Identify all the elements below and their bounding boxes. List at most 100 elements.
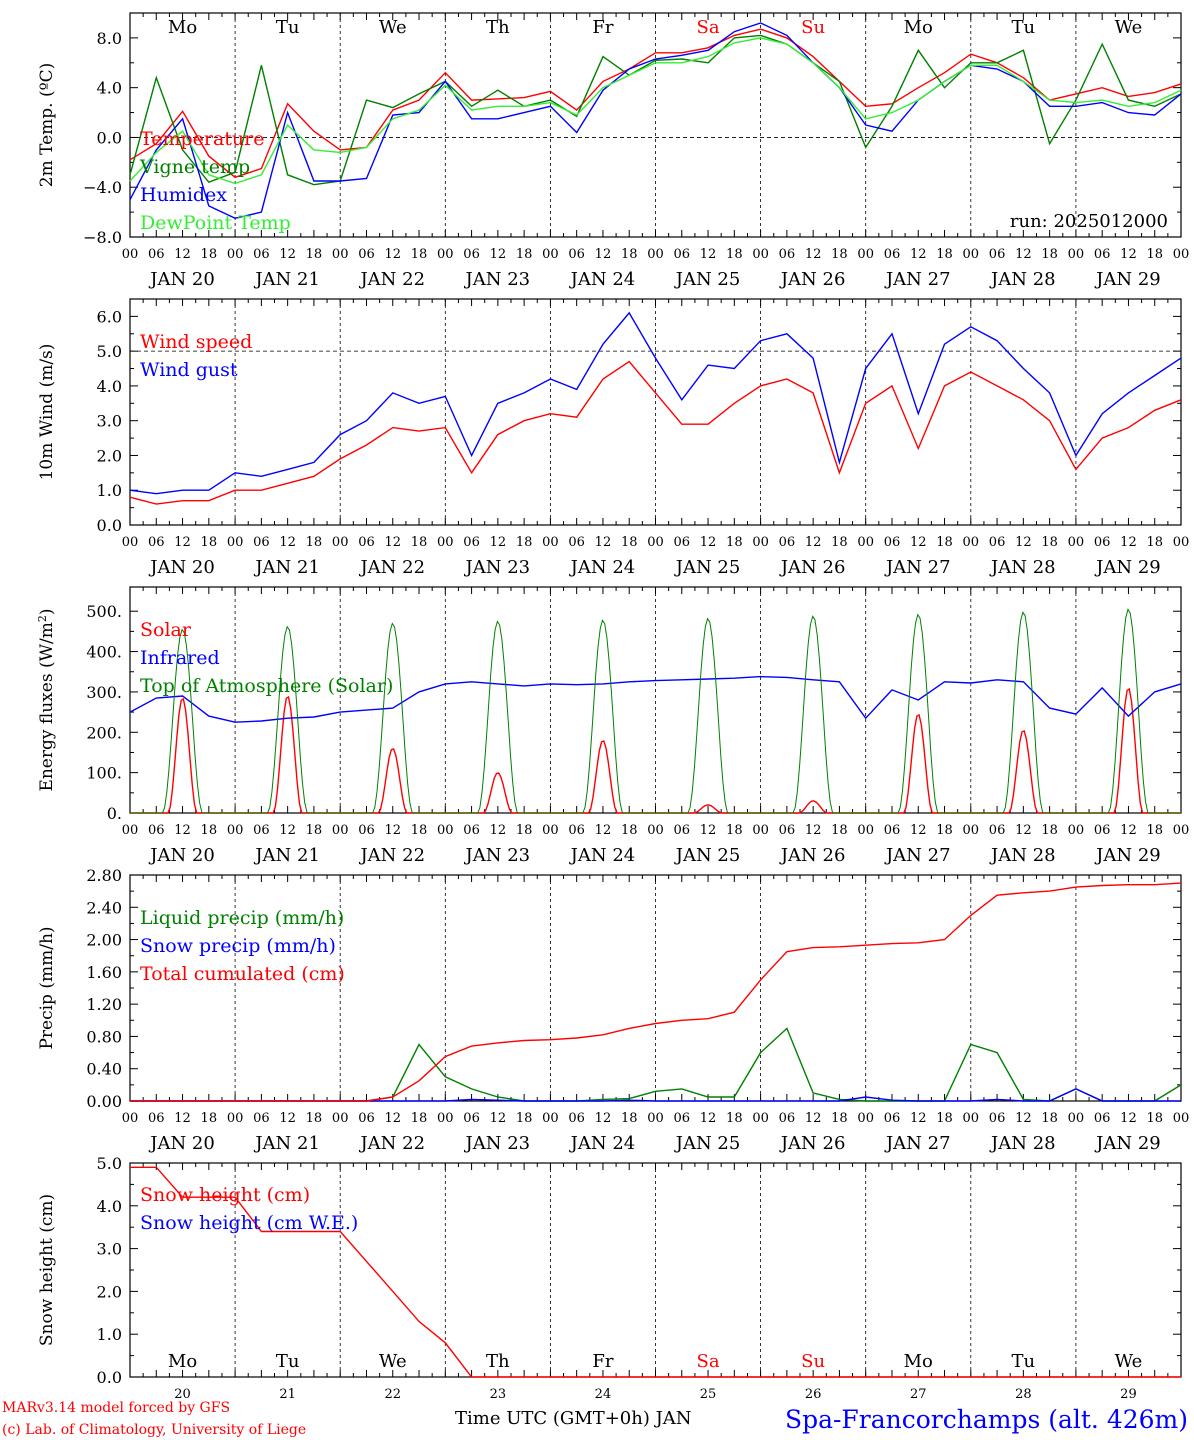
weekday-label: Mo	[904, 1351, 933, 1372]
hour-tick-label: 06	[779, 1111, 796, 1126]
hour-tick-label: 18	[516, 823, 533, 838]
y-tick-label: 8.0	[97, 29, 122, 48]
hour-tick-label: 18	[1041, 247, 1058, 262]
y-tick-label: 4.0	[97, 79, 122, 98]
y-tick-label: 4.0	[97, 377, 122, 396]
hour-tick-label: 18	[726, 1111, 743, 1126]
hour-tick-label: 06	[148, 1111, 165, 1126]
legend-entry-humidex: Humidex	[140, 184, 227, 206]
weekday-label: Sa	[697, 17, 720, 38]
date-label: JAN 20	[148, 1133, 215, 1154]
hour-tick-label: 00	[752, 535, 769, 550]
y-axis-label: Energy fluxes (W/m2)	[36, 608, 58, 791]
hour-tick-label: 06	[989, 535, 1006, 550]
date-label: JAN 27	[884, 269, 951, 290]
hour-tick-label: 12	[174, 535, 191, 550]
date-label: JAN 29	[1094, 845, 1161, 866]
date-label: JAN 21	[253, 845, 320, 866]
y-tick-label: 0.0	[97, 128, 122, 147]
hour-tick-label: 00	[1173, 535, 1190, 550]
day-number-label: 29	[1120, 1387, 1137, 1402]
hour-tick-label: 12	[1015, 823, 1032, 838]
series-line-top-of-atmosphere-solar-	[130, 608, 1181, 814]
hour-tick-label: 18	[621, 1111, 638, 1126]
legend-entry-infrared: Infrared	[140, 647, 220, 669]
date-label: JAN 22	[358, 269, 425, 290]
y-tick-label: 0.0	[97, 1368, 122, 1387]
hour-tick-label: 12	[279, 535, 296, 550]
date-label: JAN 28	[989, 557, 1056, 578]
hour-tick-label: 00	[332, 823, 349, 838]
hour-tick-label: 12	[910, 823, 927, 838]
y-tick-label: 2.0	[97, 1282, 122, 1301]
hour-tick-label: 12	[174, 247, 191, 262]
hour-tick-label: 06	[253, 535, 270, 550]
date-label: JAN 20	[148, 557, 215, 578]
date-label: JAN 29	[1094, 557, 1161, 578]
y-tick-label: −4.0	[83, 178, 122, 197]
hour-tick-label: 18	[936, 1111, 953, 1126]
hour-tick-label: 00	[857, 247, 874, 262]
hour-tick-label: 00	[963, 1111, 980, 1126]
weekday-label: We	[1115, 1351, 1143, 1372]
hour-tick-label: 00	[227, 247, 244, 262]
y-tick-label: 3.0	[97, 1240, 122, 1259]
hour-tick-label: 00	[437, 247, 454, 262]
hour-tick-label: 18	[1041, 535, 1058, 550]
hour-tick-label: 06	[463, 247, 480, 262]
hour-tick-label: 00	[647, 535, 664, 550]
weekday-label: We	[1115, 17, 1143, 38]
hour-tick-label: 06	[884, 823, 901, 838]
date-label: JAN 24	[569, 269, 636, 290]
series-line-snow-height-cm-	[130, 1166, 1181, 1378]
series-line-temperature	[129, 28, 1182, 179]
hour-tick-label: 12	[910, 1111, 927, 1126]
legend-entry-liquid-precip-mm-h-: Liquid precip (mm/h)	[140, 907, 344, 929]
date-label: JAN 21	[253, 1133, 320, 1154]
series-line-wind-speed	[129, 360, 1182, 505]
hour-tick-label: 06	[148, 823, 165, 838]
hour-tick-label: 12	[279, 1111, 296, 1126]
hour-tick-label: 12	[805, 247, 822, 262]
hour-tick-label: 06	[779, 535, 796, 550]
hour-tick-label: 12	[490, 535, 507, 550]
hour-tick-label: 18	[201, 535, 218, 550]
panel-energy: 0. 100. 200. 300. 400. 500. Energy fluxes (W/m…	[36, 586, 1189, 866]
hour-tick-label: 06	[568, 1111, 585, 1126]
hour-tick-label: 18	[306, 535, 323, 550]
weekday-label: Th	[486, 17, 510, 38]
hour-tick-label: 00	[963, 247, 980, 262]
date-label: JAN 26	[779, 269, 846, 290]
hour-tick-label: 18	[201, 1111, 218, 1126]
y-tick-label: 300.	[86, 683, 122, 702]
hour-tick-label: 00	[752, 247, 769, 262]
y-tick-label: 0.00	[86, 1092, 122, 1111]
legend-entry-temperature: Temperature	[140, 128, 264, 150]
hour-tick-label: 12	[490, 1111, 507, 1126]
y-axis-label: 2m Temp. (ºC)	[37, 63, 57, 188]
day-number-label: 21	[279, 1387, 296, 1402]
hour-tick-label: 18	[726, 535, 743, 550]
hour-tick-label: 00	[857, 823, 874, 838]
hour-tick-label: 12	[1120, 247, 1137, 262]
credit-line-2: (c) Lab. of Climatology, University of L…	[2, 1422, 306, 1438]
legend-entry-solar: Solar	[140, 619, 192, 641]
day-number-label: 23	[490, 1387, 507, 1402]
day-number-label: 24	[595, 1387, 612, 1402]
date-label: JAN 27	[884, 557, 951, 578]
hour-tick-label: 18	[936, 247, 953, 262]
hour-tick-label: 18	[306, 1111, 323, 1126]
hour-tick-label: 06	[148, 535, 165, 550]
hour-tick-label: 18	[1146, 823, 1163, 838]
hour-tick-label: 18	[1146, 1111, 1163, 1126]
panel-temp: −8.0 −4.0 0.0 4.0 8.0 2m Temp. (ºC) 00 06 12 18 00…	[37, 12, 1189, 290]
hour-tick-label: 12	[1120, 535, 1137, 550]
hour-tick-label: 00	[542, 535, 559, 550]
hour-tick-label: 12	[384, 535, 401, 550]
day-number-label: 28	[1015, 1387, 1032, 1402]
y-tick-label: 0.	[107, 804, 122, 823]
day-number-label: 22	[384, 1387, 401, 1402]
y-tick-label: 1.20	[86, 995, 122, 1014]
date-label: JAN 22	[358, 1133, 425, 1154]
hour-tick-label: 12	[595, 1111, 612, 1126]
